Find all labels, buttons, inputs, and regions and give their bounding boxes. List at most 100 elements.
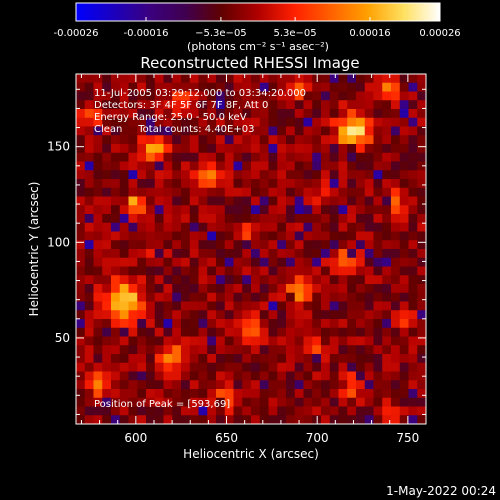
heatmap-cell: [137, 144, 147, 154]
heatmap-cell: [111, 109, 121, 119]
heatmap-cell: [154, 310, 164, 320]
heatmap-cell: [102, 354, 112, 364]
heatmap-cell: [303, 336, 313, 346]
heatmap-cell: [312, 389, 322, 399]
heatmap-cell: [373, 240, 383, 250]
heatmap-cell: [329, 406, 339, 416]
heatmap-cell: [251, 319, 261, 329]
heatmap-cell: [137, 275, 147, 285]
heatmap-cell: [294, 345, 304, 355]
heatmap-cell: [294, 222, 304, 232]
heatmap-cell: [111, 222, 121, 232]
heatmap-cell: [198, 406, 208, 416]
heatmap-cell: [207, 205, 217, 215]
heatmap-cell: [93, 354, 103, 364]
heatmap-cell: [347, 187, 357, 197]
heatmap-cell: [224, 284, 234, 294]
heatmap-cell: [216, 117, 226, 127]
heatmap-cell: [408, 231, 418, 241]
heatmap-cell: [251, 222, 261, 232]
heatmap-cell: [294, 82, 304, 92]
heatmap-cell: [189, 196, 199, 206]
heatmap-cell: [391, 389, 401, 399]
heatmap-cell: [102, 222, 112, 232]
info-line-detectors: Detectors: 3F 4F 5F 6F 7F 8F, Att 0: [94, 100, 268, 111]
heatmap-cell: [391, 170, 401, 180]
heatmap-cell: [146, 257, 156, 267]
heatmap-cell: [207, 187, 217, 197]
heatmap-cell: [233, 117, 243, 127]
heatmap-cell: [408, 196, 418, 206]
heatmap-cell: [163, 240, 173, 250]
x-axis-title: Heliocentric X (arcsec): [183, 447, 319, 461]
heatmap-cell: [382, 222, 392, 232]
heatmap-cell: [181, 327, 191, 337]
heatmap-cell: [321, 179, 331, 189]
heatmap-cell: [163, 91, 173, 101]
heatmap-cell: [294, 231, 304, 241]
heatmap-cell: [356, 345, 366, 355]
heatmap-cell: [259, 231, 269, 241]
heatmap-cell: [207, 362, 217, 372]
heatmap-cell: [181, 362, 191, 372]
heatmap-cell: [277, 214, 287, 224]
heatmap-cell: [268, 327, 278, 337]
heatmap-cell: [312, 170, 322, 180]
heatmap-cell: [146, 345, 156, 355]
heatmap-cell: [408, 91, 418, 101]
heatmap-cell: [119, 205, 129, 215]
heatmap-cell: [198, 187, 208, 197]
heatmap-cell: [251, 310, 261, 320]
heatmap-cell: [251, 231, 261, 241]
heatmap-cell: [102, 109, 112, 119]
heatmap-cell: [76, 284, 86, 294]
heatmap-cell: [111, 275, 121, 285]
heatmap-cell: [119, 389, 129, 399]
heatmap-cell: [163, 231, 173, 241]
heatmap-cell: [189, 354, 199, 364]
heatmap-cell: [242, 117, 252, 127]
heatmap-cell: [76, 126, 86, 136]
info-line-clean: Clean Total counts: 4.40E+03: [94, 124, 254, 135]
heatmap-cell: [408, 336, 418, 346]
heatmap-cell: [216, 415, 226, 425]
heatmap-cell: [84, 406, 94, 416]
heatmap-cell: [146, 301, 156, 311]
heatmap-cell: [119, 292, 129, 302]
heatmap-cell: [146, 205, 156, 215]
heatmap-cell: [408, 187, 418, 197]
heatmap-cell: [268, 74, 278, 84]
heatmap-cell: [294, 319, 304, 329]
heatmap-cell: [373, 266, 383, 276]
heatmap-cell: [172, 327, 182, 337]
heatmap-cell: [399, 301, 409, 311]
heatmap-cell: [259, 275, 269, 285]
heatmap-cell: [364, 240, 374, 250]
heatmap-cell: [382, 249, 392, 259]
heatmap-cell: [93, 249, 103, 259]
heatmap-cell: [286, 231, 296, 241]
heatmap-cell: [146, 310, 156, 320]
heatmap-cell: [312, 354, 322, 364]
heatmap-cell: [408, 249, 418, 259]
heatmap-cell: [356, 336, 366, 346]
heatmap-cell: [312, 292, 322, 302]
heatmap-cell: [356, 310, 366, 320]
heatmap-cell: [154, 231, 164, 241]
heatmap-cell: [294, 179, 304, 189]
heatmap-cell: [399, 187, 409, 197]
heatmap-cell: [408, 327, 418, 337]
heatmap-cell: [128, 144, 138, 154]
heatmap-cell: [373, 82, 383, 92]
heatmap-cell: [154, 327, 164, 337]
heatmap-cell: [181, 144, 191, 154]
heatmap-cell: [163, 117, 173, 127]
heatmap-cell: [338, 292, 348, 302]
heatmap-cell: [242, 257, 252, 267]
heatmap-cell: [76, 135, 86, 145]
heatmap-cell: [373, 284, 383, 294]
heatmap-cell: [259, 179, 269, 189]
heatmap-cell: [111, 345, 121, 355]
heatmap-cell: [364, 214, 374, 224]
heatmap-cell: [417, 301, 427, 311]
